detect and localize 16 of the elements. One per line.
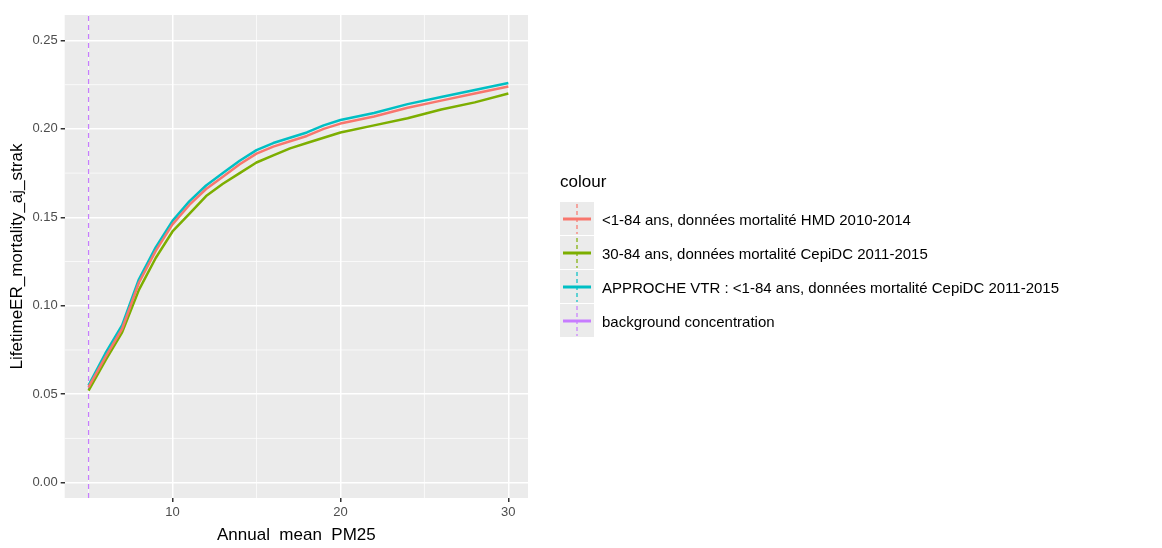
y-tick-label: 0.00 [32, 474, 58, 490]
y-tick-label: 0.05 [32, 385, 58, 401]
legend-label: background concentration [602, 312, 775, 330]
legend-title: colour [560, 172, 608, 192]
legend-label: APPROCHE VTR : <1-84 ans, données mortalité CepiDC 2011-2015 [602, 278, 1060, 296]
y-tick-label: 0.25 [32, 32, 58, 48]
x-tick-label: 10 [165, 504, 180, 520]
y-axis-title: LifetimeER_mortality_aj_strak [6, 143, 26, 370]
x-axis-title: Annual mean PM25 [216, 525, 376, 545]
x-tick-label: 30 [501, 504, 516, 520]
legend-label: <1-84 ans, données mortalité HMD 2010-2014 [602, 210, 911, 228]
y-tick-label: 0.20 [32, 120, 58, 136]
y-tick-label: 0.15 [32, 208, 58, 224]
legend-label: 30-84 ans, données mortalité CepiDC 2011-2015 [602, 244, 928, 262]
x-tick-label: 20 [333, 504, 348, 520]
y-tick-label: 0.10 [32, 297, 58, 313]
